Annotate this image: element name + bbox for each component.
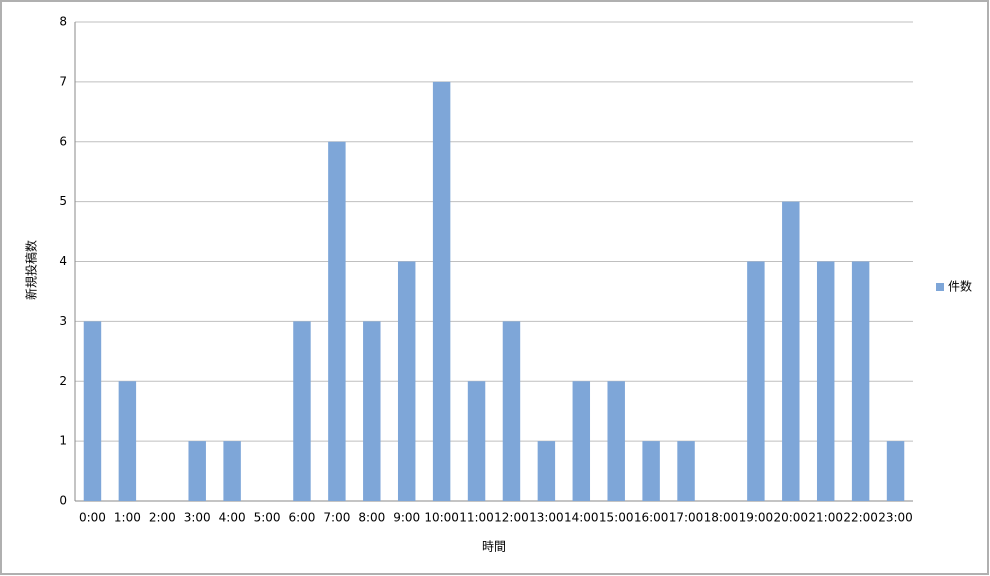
x-tick-label: 1:00 xyxy=(114,511,141,525)
bar xyxy=(363,321,381,501)
x-tick-label: 23:00 xyxy=(878,511,913,525)
bar xyxy=(188,441,206,501)
bar xyxy=(572,381,591,501)
x-tick-label: 9:00 xyxy=(393,511,420,525)
bar xyxy=(502,321,521,501)
bar xyxy=(83,321,102,501)
bar xyxy=(851,261,870,501)
x-tick-label: 6:00 xyxy=(288,511,315,525)
y-tick-label: 6 xyxy=(59,134,67,148)
x-tick-label: 22:00 xyxy=(843,511,878,525)
y-tick-label: 7 xyxy=(59,74,67,88)
y-tick-label: 3 xyxy=(59,314,67,328)
x-tick-label: 7:00 xyxy=(323,511,350,525)
x-tick-label: 4:00 xyxy=(219,511,246,525)
bar xyxy=(537,441,556,501)
x-tick-label: 3:00 xyxy=(184,511,211,525)
bar xyxy=(747,261,765,501)
bar xyxy=(397,261,416,501)
x-tick-label: 0:00 xyxy=(79,511,106,525)
bar xyxy=(677,441,695,501)
x-tick-label: 18:00 xyxy=(704,511,739,525)
bar xyxy=(886,441,905,501)
y-tick-label: 2 xyxy=(59,374,67,388)
bar xyxy=(467,381,486,501)
bar xyxy=(223,441,241,501)
y-tick-label: 5 xyxy=(59,194,67,208)
x-tick-label: 21:00 xyxy=(808,511,843,525)
y-tick-label: 0 xyxy=(59,494,67,508)
bar xyxy=(642,441,660,501)
bar xyxy=(607,381,625,501)
y-tick-label: 4 xyxy=(59,254,67,268)
x-tick-label: 2:00 xyxy=(149,511,176,525)
x-tick-label: 5:00 xyxy=(254,511,281,525)
x-tick-label: 11:00 xyxy=(459,511,494,525)
x-tick-label: 19:00 xyxy=(739,511,774,525)
y-axis-title: 新規投稿数 xyxy=(24,240,39,300)
y-tick-label: 8 xyxy=(59,15,67,29)
y-tick-label: 1 xyxy=(59,434,67,448)
bar xyxy=(118,381,137,501)
x-tick-label: 10:00 xyxy=(424,511,459,525)
x-axis-title: 時間 xyxy=(482,540,506,554)
bar xyxy=(432,81,451,501)
legend-swatch xyxy=(936,283,944,291)
x-tick-label: 17:00 xyxy=(669,511,704,525)
x-tick-label: 20:00 xyxy=(773,511,808,525)
x-tick-label: 13:00 xyxy=(529,511,564,525)
x-tick-label: 14:00 xyxy=(564,511,599,525)
legend-label: 件数 xyxy=(948,279,972,294)
bar xyxy=(816,261,835,501)
bar xyxy=(328,141,346,501)
bar xyxy=(293,321,311,501)
x-tick-label: 8:00 xyxy=(358,511,385,525)
x-tick-label: 12:00 xyxy=(494,511,529,525)
x-tick-label: 16:00 xyxy=(634,511,669,525)
x-tick-label: 15:00 xyxy=(599,511,634,525)
bar xyxy=(782,201,800,501)
